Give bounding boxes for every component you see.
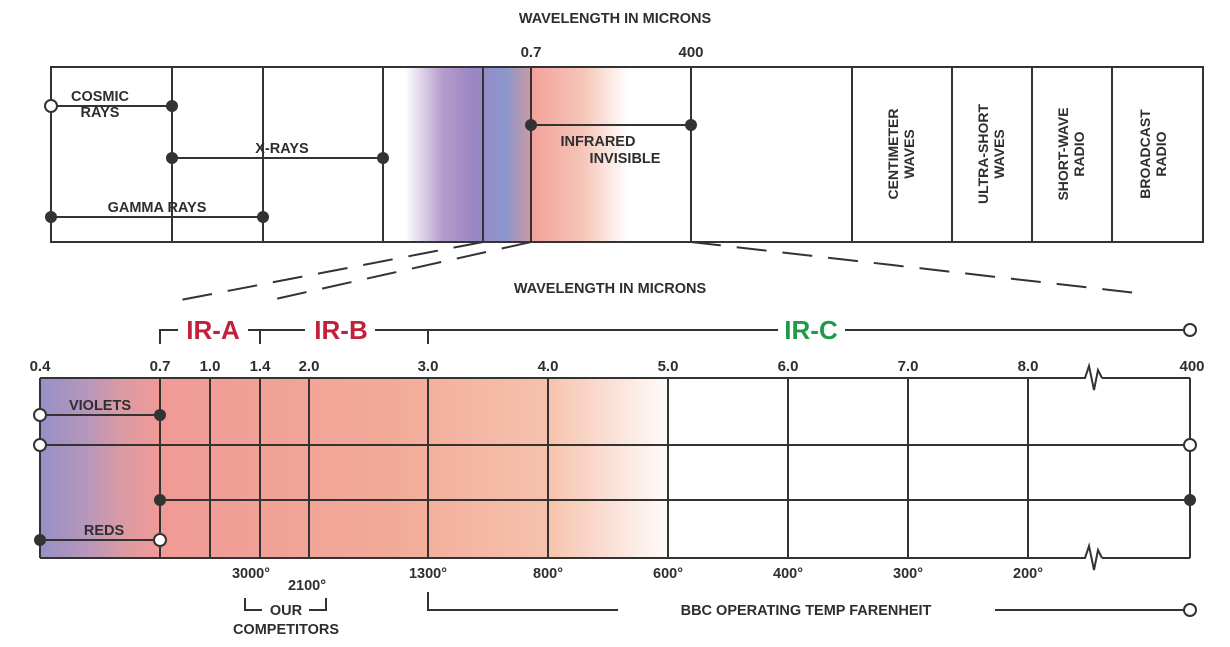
reds-end-marker [153, 533, 167, 547]
full-range-end-marker [1183, 438, 1197, 452]
temp-400: 400° [773, 566, 803, 582]
gamma-rays-range [45, 211, 269, 223]
temp-300: 300° [893, 566, 923, 582]
violets-label: VIOLETS [69, 398, 131, 414]
ir-a-label: IR-A [186, 315, 240, 345]
tick-7-0: 7.0 [898, 358, 919, 375]
ir-c-end-marker [1183, 323, 1197, 337]
cosmic-rays-label-line1: COSMIC [71, 89, 130, 105]
reds-start-marker [34, 534, 46, 546]
x-rays-end-marker [377, 152, 389, 164]
temp-200: 200° [1013, 566, 1043, 582]
infrared-start-marker [525, 119, 537, 131]
centimeter-waves-line2: WAVES [901, 129, 917, 179]
temperature-labels: 3000° 2100° 1300° 800° 600° 400° 300° 20… [232, 566, 1043, 594]
broadcast-radio-line1: BROADCAST [1137, 109, 1153, 199]
tick-5-0: 5.0 [658, 358, 679, 375]
top-spectrum-fill [405, 67, 628, 242]
violets-range [33, 408, 166, 422]
bottom-axis-ticks: 0.4 0.7 1.0 1.4 2.0 3.0 4.0 5.0 6.0 7.0 … [30, 358, 1205, 375]
ir-band-bracket [159, 329, 1183, 344]
infrared-label-line1: INFRARED [561, 134, 636, 150]
bbc-temp-bracket [427, 592, 1184, 611]
centimeter-waves-line1: CENTIMETER [885, 109, 901, 200]
cosmic-rays-label-line2: RAYS [81, 105, 120, 121]
violets-start-marker [33, 408, 47, 422]
tick-3-0: 3.0 [418, 358, 439, 375]
violets-end-marker [154, 409, 166, 421]
broadcast-radio-line2: RADIO [1153, 131, 1169, 176]
tick-6-0: 6.0 [778, 358, 799, 375]
tick-400: 400 [1179, 358, 1204, 375]
radio-columns: CENTIMETER WAVES ULTRA-SHORT WAVES SHORT… [885, 104, 1169, 205]
infrared-range [525, 119, 697, 131]
cosmic-rays-range [44, 99, 178, 113]
temp-2100: 2100° [288, 578, 326, 594]
x-rays-label: X-RAYS [255, 141, 309, 157]
top-chart-grid [50, 66, 1204, 243]
tick-0-4: 0.4 [30, 358, 52, 375]
competitors-label-line1: OUR [270, 603, 303, 619]
zoom-connector [169, 241, 1146, 303]
x-rays-range [166, 152, 389, 164]
infrared-range-end-marker [1184, 494, 1196, 506]
reds-label: REDS [84, 523, 125, 539]
bottom-spectrum-fill [40, 378, 675, 558]
competitors-bracket [244, 598, 327, 611]
top-tick-400: 400 [678, 44, 703, 61]
cosmic-rays-start-marker [44, 99, 58, 113]
x-rays-start-marker [166, 152, 178, 164]
ultra-short-waves-line2: WAVES [991, 129, 1007, 179]
competitors-label-line2: COMPETITORS [233, 622, 339, 638]
short-wave-radio-line2: RADIO [1071, 131, 1087, 176]
infrared-end-marker [685, 119, 697, 131]
gamma-rays-start-marker [45, 211, 57, 223]
full-range-line [33, 438, 1197, 452]
ir-c-label: IR-C [784, 315, 838, 345]
ultra-short-waves-line1: ULTRA-SHORT [975, 104, 991, 205]
bottom-chart-title: WAVELENGTH IN MICRONS [514, 281, 707, 297]
gamma-rays-end-marker [257, 211, 269, 223]
tick-1-0: 1.0 [200, 358, 221, 375]
tick-8-0: 8.0 [1018, 358, 1039, 375]
temp-800: 800° [533, 566, 563, 582]
reds-range [34, 533, 167, 547]
gamma-rays-label: GAMMA RAYS [108, 200, 207, 216]
infrared-range-line [154, 494, 1196, 506]
tick-4-0: 4.0 [538, 358, 559, 375]
infrared-label-line2: INVISIBLE [590, 151, 661, 167]
temp-3000: 3000° [232, 566, 270, 582]
tick-0-7: 0.7 [150, 358, 171, 375]
axis-break-zigzag [1080, 362, 1103, 571]
top-chart-title: WAVELENGTH IN MICRONS [519, 11, 712, 27]
bottom-chart-grid [39, 377, 1191, 559]
bbc-temp-label: BBC OPERATING TEMP FARENHEIT [681, 603, 932, 619]
bbc-temp-end-marker [1183, 603, 1197, 617]
top-tick-0-7: 0.7 [521, 44, 542, 61]
temp-1300: 1300° [409, 566, 447, 582]
short-wave-radio-line1: SHORT-WAVE [1055, 107, 1071, 200]
temp-600: 600° [653, 566, 683, 582]
tick-2-0: 2.0 [299, 358, 320, 375]
ir-b-label: IR-B [314, 315, 367, 345]
cosmic-rays-end-marker [166, 100, 178, 112]
tick-1-4: 1.4 [250, 358, 272, 375]
infrared-range-start-marker [154, 494, 166, 506]
full-range-start-marker [33, 438, 47, 452]
